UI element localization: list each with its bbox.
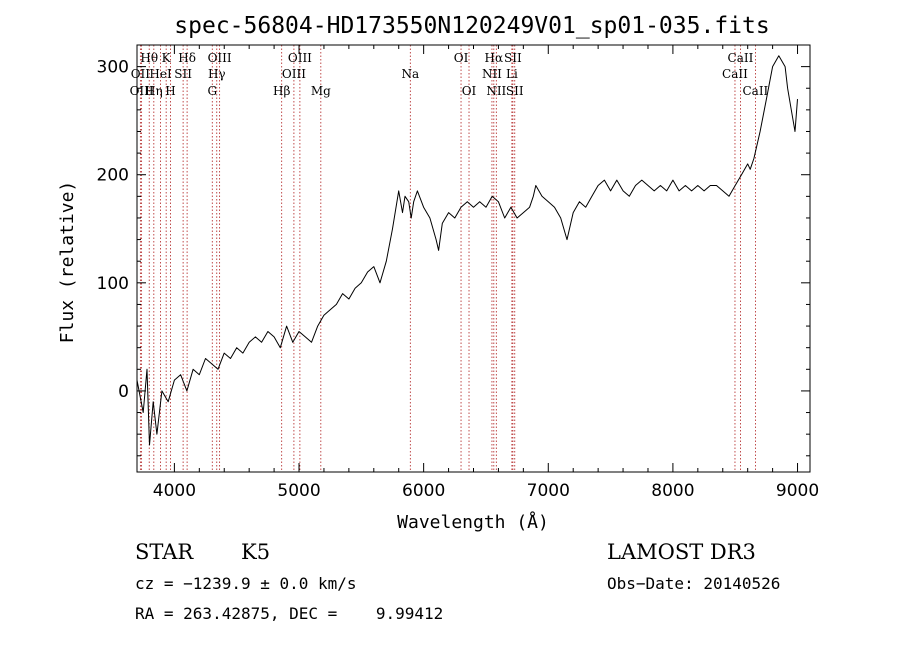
y-tick-label: 100 [97,274,129,294]
spectral-line-label: OI [454,51,469,65]
y-tick-label: 300 [97,58,129,78]
spectral-line-markers [139,45,756,472]
spectral-line-label: SII [506,84,524,98]
spectral-line-label: Hδ [178,51,196,65]
spectrum-layer [136,55,798,446]
y-tick-label: 200 [97,166,129,186]
obs-date: Obs−Date: 20140526 [607,574,781,593]
plot-frame [136,44,811,473]
spectral-line-label: Li [506,67,518,81]
spectral-line-label: G [207,84,217,98]
coords-readout: RA = 263.42875, DEC = 9.99412 [135,604,444,623]
spectral-line-label: OIII [282,67,306,81]
spectral-line-label: SII [174,67,192,81]
spectral-line-label: NII [482,67,502,81]
spectral-line-label: OIII [288,51,312,65]
spectral-line-label: Hγ [208,67,226,81]
x-tick-label: 5000 [277,481,320,501]
spectral-line-label: H [165,84,175,98]
x-tick-label: 8000 [651,481,694,501]
x-axis-label: Wavelength (Å) [397,511,549,533]
spectrum-series-line [136,55,798,446]
spectral-line-label: OI [462,84,477,98]
spectral-line-label: Mg [311,84,331,98]
subclass: K5 [241,540,271,564]
spectral-line-label: Hθ [140,51,158,65]
spectral-line-label: CaII [722,67,748,81]
spectral-line-label: K [162,51,172,65]
x-tick-label: 7000 [527,481,570,501]
spectral-line-label: HeI [149,67,172,81]
x-axis-ticks: 4000 5000 6000 7000 8000 9000 [153,45,819,501]
spectral-line-label: NII [486,84,506,98]
spectral-line-label: Hη [145,84,163,98]
object-type: STAR [135,540,194,564]
y-axis-ticks: 0 100 200 300 [97,44,810,457]
cz-readout: cz = −1239.9 ± 0.0 km/s [135,574,357,593]
spectral-line-label: OIII [130,84,154,98]
y-tick-label: 0 [118,382,129,402]
chart-title: spec-56804-HD173550N120249V01_sp01-035.f… [174,13,769,39]
spectral-line-label: Hβ [273,84,290,98]
x-tick-label: 6000 [402,481,445,501]
spectral-line-label: SII [504,51,522,65]
spectral-line-label: OIII [208,51,232,65]
spectral-line-label: CaII [728,51,754,65]
x-tick-label: 4000 [153,481,196,501]
survey-name: LAMOST DR3 [607,540,756,564]
spectral-line-label: Na [401,67,419,81]
x-tick-label: 9000 [776,481,819,501]
spectral-line-label: OII [131,67,151,81]
y-axis-label: Flux (relative) [57,181,78,344]
spectral-line-label: Hα [485,51,504,65]
spectral-line-label: CaII [742,84,768,98]
